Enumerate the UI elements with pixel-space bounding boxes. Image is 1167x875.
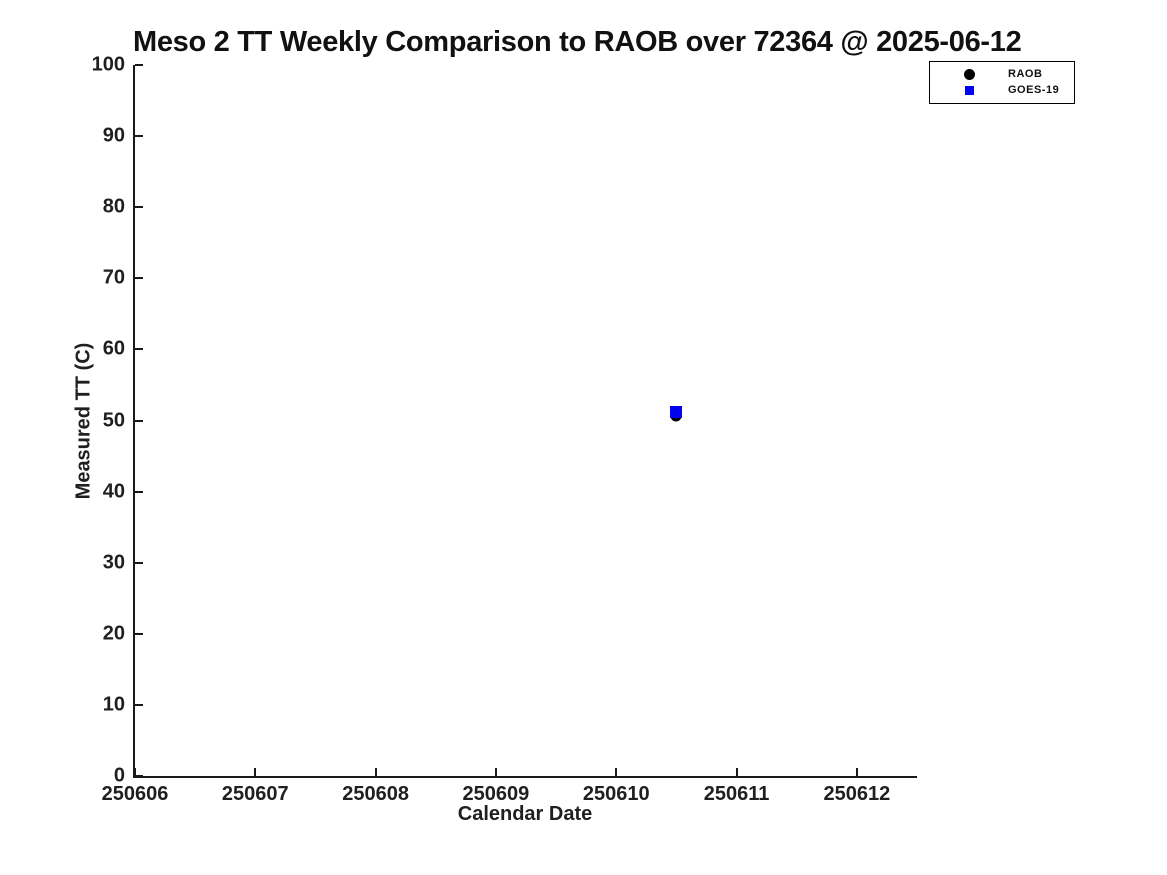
x-tick xyxy=(735,768,738,776)
x-tick xyxy=(254,768,257,776)
x-tick xyxy=(615,768,618,776)
raob-circle-icon xyxy=(963,68,975,80)
y-tick-label: 40 xyxy=(102,480,125,503)
legend-item-raob: RAOB xyxy=(930,66,1074,82)
chart-title: Meso 2 TT Weekly Comparison to RAOB over… xyxy=(133,26,1022,58)
x-tick-label: 250607 xyxy=(221,783,289,805)
y-tick-label: 80 xyxy=(102,195,125,218)
y-tick-label: 30 xyxy=(102,551,125,574)
y-tick xyxy=(135,703,143,706)
x-tick xyxy=(374,768,377,776)
y-tick-label: 10 xyxy=(102,693,125,716)
y-tick-label: 100 xyxy=(91,53,125,76)
y-tick xyxy=(135,632,143,635)
legend-item-goes-19: GOES-19 xyxy=(930,82,1074,98)
data-point-goes-19 xyxy=(670,405,683,418)
y-tick xyxy=(135,206,143,209)
y-tick xyxy=(135,775,143,777)
x-tick-label: 250612 xyxy=(823,783,891,805)
y-tick-label: 20 xyxy=(102,622,125,645)
y-tick xyxy=(135,64,143,66)
x-tick-label: 250608 xyxy=(342,783,409,805)
x-tick xyxy=(855,768,858,776)
legend-label-raob: RAOB xyxy=(1008,68,1043,80)
x-tick-label: 250611 xyxy=(703,783,770,805)
y-tick-label: 70 xyxy=(102,266,125,289)
y-tick xyxy=(135,348,143,351)
legend: RAOB GOES-19 xyxy=(929,61,1075,104)
y-axis-label: Measured TT (C) xyxy=(72,342,95,500)
y-tick-label: 90 xyxy=(102,124,125,147)
x-tick xyxy=(134,768,136,776)
y-tick xyxy=(135,135,143,138)
x-tick-label: 250606 xyxy=(101,783,169,805)
y-tick-label: 50 xyxy=(102,409,125,431)
x-tick-label: 250609 xyxy=(462,783,530,805)
y-tick xyxy=(135,277,143,280)
y-tick xyxy=(135,419,143,422)
legend-label-goes-19: GOES-19 xyxy=(1008,84,1060,96)
x-tick-label: 250610 xyxy=(582,783,650,805)
goes-19-square-icon xyxy=(964,85,974,95)
x-tick xyxy=(494,768,497,776)
y-tick-label: 60 xyxy=(102,337,125,360)
y-tick xyxy=(135,490,143,493)
y-tick xyxy=(135,561,143,564)
plot-area: 250606 250607 250608 250609 250610 250611 2506… xyxy=(92,54,917,805)
x-axis-label: Calendar Date xyxy=(457,803,593,825)
y-tick-label: 0 xyxy=(113,764,125,787)
